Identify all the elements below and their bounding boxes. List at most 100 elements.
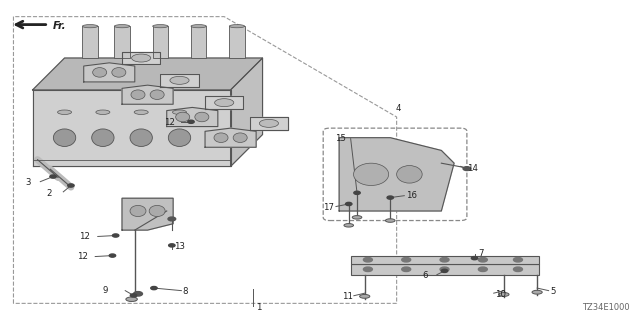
Circle shape [471, 257, 477, 260]
Ellipse shape [353, 163, 388, 186]
Circle shape [188, 120, 194, 123]
Text: 8: 8 [182, 287, 188, 296]
Text: 1: 1 [256, 303, 262, 312]
Circle shape [168, 217, 175, 221]
Circle shape [364, 258, 372, 262]
Circle shape [478, 267, 487, 271]
Polygon shape [33, 90, 230, 166]
Ellipse shape [92, 129, 114, 147]
Circle shape [387, 196, 394, 199]
Text: 12: 12 [164, 118, 175, 127]
Text: 11: 11 [342, 292, 353, 301]
Polygon shape [167, 108, 218, 126]
Text: 16: 16 [406, 191, 417, 200]
Ellipse shape [259, 119, 278, 127]
Ellipse shape [397, 165, 422, 183]
Ellipse shape [93, 68, 107, 77]
Circle shape [131, 294, 137, 297]
Text: 2: 2 [47, 189, 52, 198]
Ellipse shape [168, 129, 191, 147]
Ellipse shape [132, 54, 151, 62]
Ellipse shape [360, 294, 370, 298]
Bar [153, 26, 168, 58]
Ellipse shape [499, 292, 509, 296]
Circle shape [364, 267, 372, 271]
Ellipse shape [130, 129, 152, 147]
Ellipse shape [214, 99, 234, 107]
Polygon shape [122, 198, 173, 230]
Ellipse shape [83, 25, 98, 28]
Circle shape [346, 202, 352, 205]
Polygon shape [161, 74, 198, 87]
Ellipse shape [126, 297, 138, 301]
Circle shape [440, 267, 449, 271]
Ellipse shape [344, 224, 353, 227]
Circle shape [478, 258, 487, 262]
Text: TZ34E1000: TZ34E1000 [582, 303, 630, 312]
Circle shape [113, 234, 119, 237]
Bar [351, 264, 539, 275]
Bar [191, 26, 206, 58]
Polygon shape [230, 58, 262, 166]
Bar [229, 26, 244, 58]
Ellipse shape [195, 112, 209, 122]
Ellipse shape [53, 129, 76, 147]
Text: 17: 17 [323, 203, 333, 212]
Circle shape [513, 267, 522, 271]
Ellipse shape [150, 90, 164, 100]
Ellipse shape [191, 25, 206, 28]
Ellipse shape [96, 110, 110, 115]
Polygon shape [33, 58, 262, 90]
Circle shape [151, 286, 157, 290]
Circle shape [354, 191, 360, 195]
Text: 5: 5 [550, 287, 556, 296]
Polygon shape [122, 85, 173, 104]
Circle shape [463, 167, 470, 171]
Text: 14: 14 [467, 164, 478, 173]
Bar [83, 26, 98, 58]
Circle shape [402, 258, 411, 262]
Ellipse shape [233, 133, 247, 142]
Text: 12: 12 [79, 232, 90, 241]
Circle shape [134, 292, 143, 296]
Text: 4: 4 [396, 104, 401, 113]
Text: 12: 12 [77, 252, 88, 261]
Ellipse shape [214, 133, 228, 142]
Polygon shape [339, 138, 454, 211]
Text: 9: 9 [103, 286, 108, 295]
Ellipse shape [153, 25, 168, 28]
Text: 6: 6 [423, 271, 428, 280]
Text: 13: 13 [174, 242, 186, 251]
Polygon shape [84, 63, 135, 82]
Ellipse shape [115, 25, 130, 28]
Circle shape [513, 258, 522, 262]
Ellipse shape [112, 68, 126, 77]
Ellipse shape [352, 216, 362, 219]
Bar [115, 26, 130, 58]
Ellipse shape [149, 205, 165, 217]
Bar [351, 256, 539, 264]
Polygon shape [205, 128, 256, 147]
Circle shape [440, 258, 449, 262]
Text: 3: 3 [25, 179, 31, 188]
Ellipse shape [385, 219, 395, 222]
Circle shape [68, 184, 74, 187]
Circle shape [442, 269, 448, 272]
Ellipse shape [173, 110, 186, 115]
Circle shape [402, 267, 411, 271]
Ellipse shape [130, 205, 146, 217]
Polygon shape [122, 52, 161, 64]
Ellipse shape [229, 25, 244, 28]
Text: 15: 15 [335, 134, 346, 143]
Ellipse shape [532, 290, 542, 294]
Text: 7: 7 [478, 249, 484, 258]
Polygon shape [205, 96, 243, 109]
Ellipse shape [58, 110, 72, 115]
Ellipse shape [134, 110, 148, 115]
Circle shape [50, 175, 56, 178]
Polygon shape [250, 117, 288, 130]
Text: 10: 10 [495, 290, 506, 299]
Ellipse shape [175, 112, 189, 122]
Ellipse shape [131, 90, 145, 100]
Circle shape [109, 254, 116, 257]
